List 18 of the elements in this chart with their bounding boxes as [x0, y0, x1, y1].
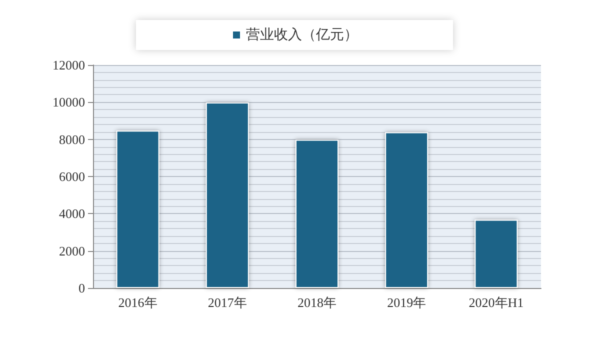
x-tick-label: 2020年H1 — [468, 295, 524, 310]
x-tick-label: 2019年 — [387, 295, 426, 310]
x-tick-label: 2016年 — [118, 295, 158, 310]
bar — [474, 220, 518, 288]
y-tick-label: 4000 — [59, 206, 85, 222]
y-tick-label: 12000 — [52, 58, 85, 72]
y-tick-label: 0 — [78, 280, 85, 296]
y-tick-label: 10000 — [52, 94, 85, 110]
y-tick-label: 8000 — [59, 132, 85, 147]
y-tick-label: 2000 — [59, 243, 85, 258]
y-tick-label: 6000 — [59, 169, 85, 184]
x-tick-label: 2017年 — [208, 295, 247, 310]
x-tick-label: 2018年 — [298, 295, 336, 310]
bar — [206, 102, 249, 288]
bar — [295, 140, 339, 288]
bar — [385, 132, 428, 288]
legend-label: 营业收入（亿元） — [246, 27, 358, 43]
bar — [116, 130, 160, 288]
